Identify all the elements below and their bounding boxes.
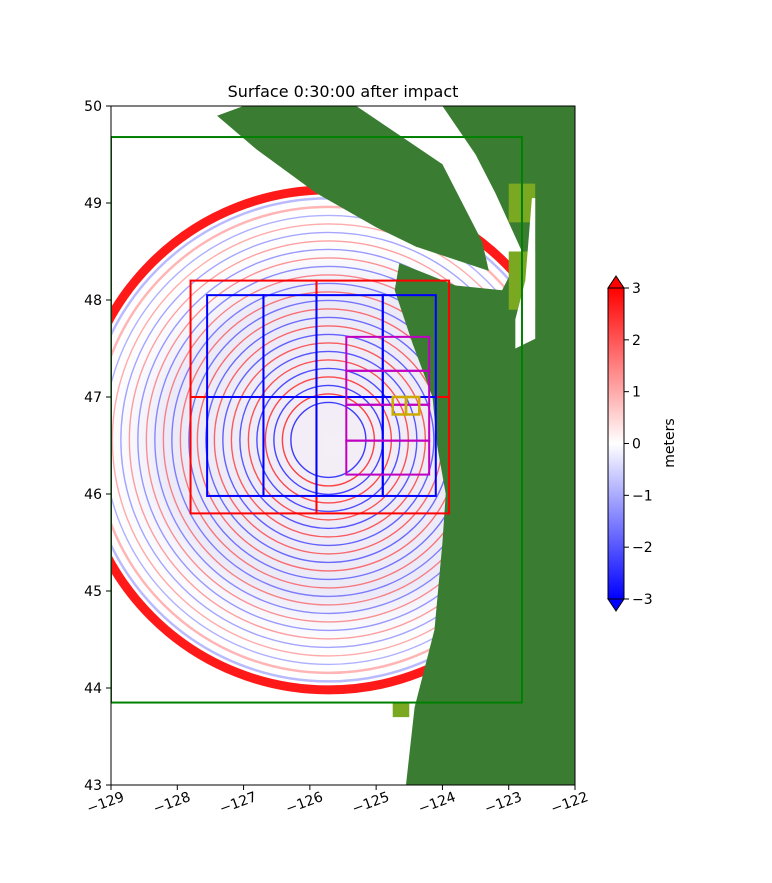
- y-tick-label: 43: [84, 778, 102, 794]
- colorbar-tick-label: −1: [632, 488, 653, 504]
- x-axis: −129 −128 −127 −126 −125 −124 −123 −122: [85, 785, 591, 817]
- land-patch: [392, 702, 410, 718]
- chart-title: Surface 0:30:00 after impact: [228, 82, 459, 101]
- y-tick-label: 46: [84, 487, 102, 503]
- plot-frame: [110, 105, 576, 786]
- colorbar-ticks: 3 2 1 0 −1 −2 −3: [624, 281, 653, 608]
- colorbar-tick-label: −3: [632, 592, 653, 608]
- colorbar-tick-label: 0: [632, 437, 641, 453]
- y-tick-label: 45: [84, 584, 102, 600]
- x-tick-label: −126: [284, 789, 326, 817]
- grid-box-level-5: [404, 395, 421, 416]
- colorbar-tick-label: 1: [632, 385, 641, 401]
- colorbar-extend-min: [607, 598, 625, 612]
- y-axis: 43 44 45 46 47 48 49 50: [84, 99, 111, 794]
- colorbar-label: meters: [662, 418, 678, 467]
- land-mass: [217, 106, 575, 785]
- colorbar-tick-label: −2: [632, 540, 653, 556]
- y-tick-label: 48: [84, 293, 102, 309]
- y-tick-label: 49: [84, 196, 102, 212]
- grid-box-level-4: [345, 439, 431, 476]
- y-tick-label: 44: [84, 681, 102, 697]
- colorbar-gradient: [607, 287, 625, 600]
- colorbar-extend-max: [607, 275, 625, 289]
- x-tick-label: −125: [350, 789, 392, 817]
- y-tick-label: 50: [84, 99, 102, 115]
- x-tick-label: −122: [549, 789, 591, 817]
- colorbar-tick-label: 3: [632, 281, 641, 297]
- colorbar-tick-label: 2: [632, 333, 641, 349]
- outer-domain-box: [111, 136, 523, 704]
- wave-ring: [222, 333, 435, 547]
- x-tick-label: −127: [217, 789, 259, 817]
- x-tick-label: −124: [416, 789, 458, 817]
- plot-area: [111, 106, 575, 785]
- colorbar: 3 2 1 0 −1 −2 −3 meters: [607, 275, 678, 612]
- y-tick-label: 47: [84, 390, 102, 406]
- x-tick-label: −123: [483, 789, 525, 817]
- puget-sound: [515, 198, 536, 349]
- grid-boxes: [111, 136, 523, 704]
- vancouver-island: [217, 106, 489, 271]
- x-tick-label: −128: [151, 789, 193, 817]
